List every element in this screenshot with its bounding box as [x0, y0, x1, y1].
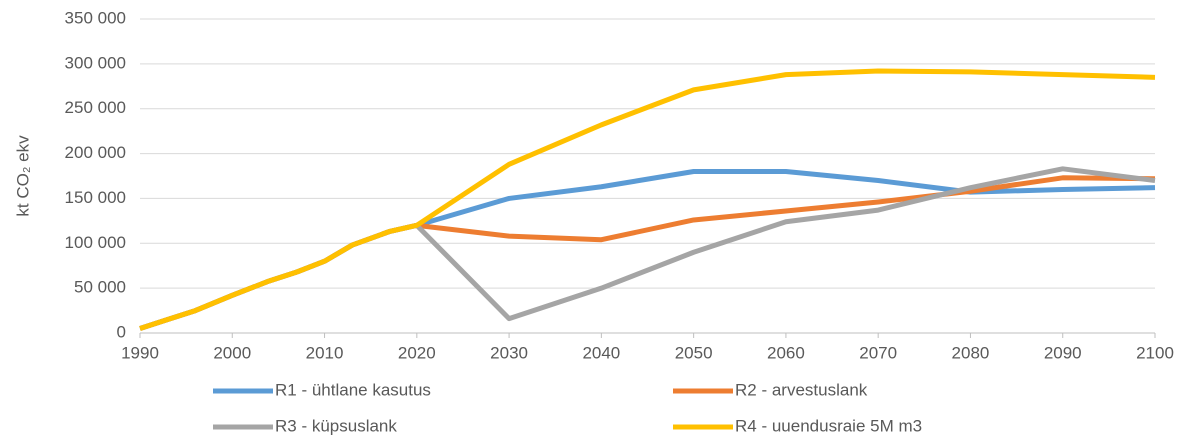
y-tick-label: 250 000: [65, 98, 126, 117]
x-tick-label: 2060: [767, 343, 805, 362]
legend-label: R3 - küpsuslank: [275, 416, 397, 435]
x-tick-label: 2030: [490, 343, 528, 362]
x-tick-label: 2020: [398, 343, 436, 362]
series-line: [139, 175, 1156, 331]
legend-label: R2 - arvestuslank: [735, 380, 868, 399]
x-tick-label: 2040: [582, 343, 620, 362]
y-axis-label: kt CO₂ ekv: [13, 135, 32, 217]
legend-label: R4 - uuendusraie 5M m3: [735, 416, 922, 435]
y-tick-label: 0: [117, 322, 126, 341]
x-tick-label: 1990: [121, 343, 159, 362]
y-tick-label: 300 000: [65, 53, 126, 72]
series-line: [139, 68, 1156, 331]
y-tick-label: 200 000: [65, 143, 126, 162]
legend-label: R1 - ühtlane kasutus: [275, 380, 431, 399]
x-tick-label: 2050: [675, 343, 713, 362]
x-tick-label: 2000: [213, 343, 251, 362]
y-tick-label: 100 000: [65, 233, 126, 252]
y-tick-label: 350 000: [65, 8, 126, 27]
x-tick-label: 2070: [859, 343, 897, 362]
y-tick-label: 50 000: [74, 278, 126, 297]
x-tick-label: 2090: [1044, 343, 1082, 362]
x-tick-label: 2100: [1136, 343, 1174, 362]
series-line: [139, 169, 1156, 331]
x-tick-label: 2010: [306, 343, 344, 362]
y-tick-label: 150 000: [65, 188, 126, 207]
x-tick-label: 2080: [952, 343, 990, 362]
